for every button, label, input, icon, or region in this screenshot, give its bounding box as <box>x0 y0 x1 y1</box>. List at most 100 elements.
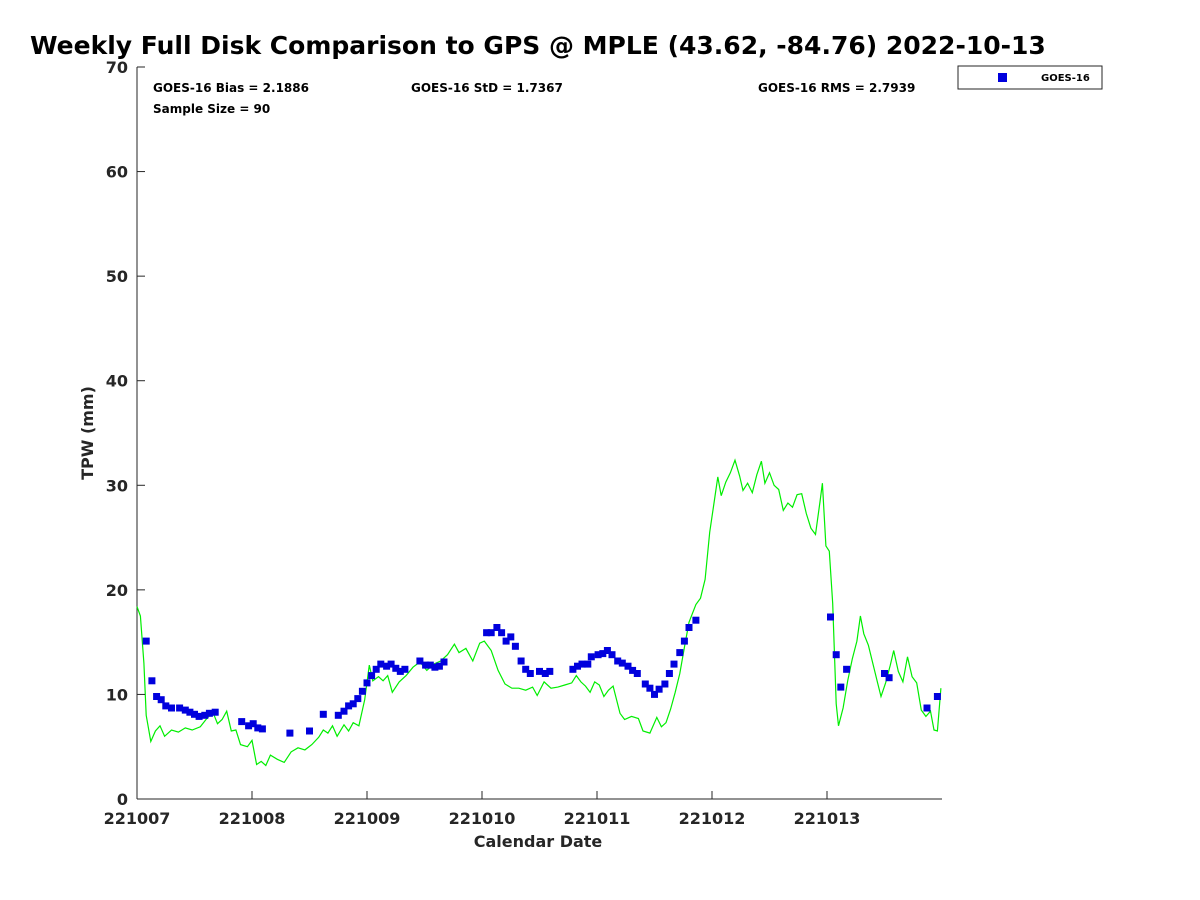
y-tick-label: 10 <box>106 685 128 704</box>
goes16-data-point <box>511 642 519 650</box>
goes16-data-point <box>416 657 424 665</box>
goes16-data-point <box>162 702 170 710</box>
goes16-data-point <box>881 670 888 677</box>
y-ticks: 0 10 20 30 40 50 60 70 <box>106 58 145 809</box>
goes16-data-point <box>546 667 554 675</box>
goes16-data-point <box>502 637 510 645</box>
y-tick-label: 20 <box>106 581 128 600</box>
goes16-data-point <box>837 683 845 691</box>
goes16-data-point <box>258 725 266 733</box>
goes16-data-point <box>587 653 595 661</box>
goes16-data-point <box>392 664 400 672</box>
goes16-data-point <box>670 660 678 668</box>
goes16-data-point <box>536 667 543 675</box>
legend-label-goes16: GOES-16 <box>1041 73 1090 84</box>
goes16-data-point <box>827 613 834 621</box>
x-tick-label: 221013 <box>794 809 861 828</box>
goes16-data-point <box>574 662 581 670</box>
goes16-data-point <box>345 702 353 710</box>
goes16-data-point <box>349 700 357 708</box>
goes16-data-point <box>440 658 448 666</box>
goes16-data-point <box>306 727 313 735</box>
goes16-data-point <box>372 665 380 673</box>
y-tick-label: 60 <box>106 163 128 182</box>
goes16-data-point <box>584 660 592 668</box>
chart-title: Weekly Full Disk Comparison to GPS @ MPL… <box>30 31 1046 60</box>
goes16-data-point <box>651 690 658 698</box>
goes16-data-point <box>507 633 515 641</box>
goes16-data-point <box>569 665 577 673</box>
goes16-data-point <box>435 662 443 670</box>
goes16-data-point <box>358 687 366 695</box>
goes16-data-point <box>181 706 189 714</box>
goes16-data-point <box>245 722 253 730</box>
legend-marker-goes16 <box>998 73 1007 82</box>
x-ticks: 221007 221008 221009 221010 221011 221012 2210… <box>104 791 861 828</box>
goes16-data-point <box>923 704 931 712</box>
goes16-data-point <box>286 729 294 737</box>
goes16-data-point <box>685 624 693 631</box>
x-axis-label: Calendar Date <box>474 832 603 851</box>
goes16-data-point <box>191 710 198 718</box>
stat-sample-size: Sample Size = 90 <box>153 102 270 116</box>
goes16-data-point <box>195 712 203 720</box>
legend-box <box>957 65 1103 90</box>
goes16-markers-layer <box>142 613 941 737</box>
goes16-data-point <box>517 657 525 665</box>
goes16-data-point <box>629 666 637 674</box>
goes16-data-point <box>205 709 213 717</box>
stat-bias: GOES-16 Bias = 2.1886 <box>153 81 309 95</box>
y-axis-label: TPW (mm) <box>78 386 97 480</box>
goes16-data-point <box>633 670 641 677</box>
goes16-data-point <box>201 711 209 719</box>
goes16-data-point <box>377 660 385 668</box>
goes16-data-point <box>153 693 161 700</box>
goes16-data-point <box>599 650 607 658</box>
x-tick-label: 221009 <box>334 809 401 828</box>
goes16-data-point <box>487 629 495 637</box>
goes16-data-point <box>249 720 257 728</box>
goes16-data-point <box>340 707 348 715</box>
goes16-data-point <box>541 670 549 677</box>
goes16-data-point <box>692 616 700 624</box>
goes16-data-point <box>148 677 156 685</box>
goes16-data-point <box>319 710 327 718</box>
goes16-data-point <box>401 665 409 673</box>
goes16-data-point <box>254 724 262 732</box>
goes16-data-point <box>498 629 506 637</box>
goes16-data-point <box>594 651 602 659</box>
goes16-data-point <box>526 670 534 677</box>
x-tick-label: 221008 <box>219 809 286 828</box>
goes16-data-point <box>493 624 501 631</box>
goes16-data-point <box>843 665 851 673</box>
goes16-data-point <box>396 667 404 675</box>
gps-series-line <box>136 458 942 767</box>
y-tick-label: 30 <box>106 476 128 495</box>
goes16-data-point <box>157 696 165 704</box>
legend: GOES-16 <box>957 65 1103 90</box>
x-tick-label: 221010 <box>449 809 516 828</box>
goes16-data-point <box>211 708 219 716</box>
goes16-data-point <box>603 647 611 654</box>
goes16-data-point <box>665 670 673 677</box>
goes16-data-point <box>933 693 941 700</box>
goes16-data-point <box>142 637 150 645</box>
goes16-data-point <box>483 629 491 637</box>
goes16-data-point <box>578 660 586 668</box>
goes16-data-point <box>168 704 175 712</box>
goes16-data-point <box>334 711 342 719</box>
goes16-data-point <box>655 685 663 693</box>
goes16-data-point <box>176 704 184 712</box>
goes16-data-point <box>614 657 622 665</box>
goes16-data-point <box>608 651 616 659</box>
goes16-data-point <box>387 660 395 668</box>
goes16-data-point <box>238 718 246 726</box>
goes16-data-point <box>426 661 434 669</box>
goes16-data-point <box>368 672 376 680</box>
x-tick-label: 221007 <box>104 809 171 828</box>
goes16-data-point <box>661 680 669 688</box>
goes16-data-point <box>363 679 371 687</box>
y-tick-label: 0 <box>117 790 128 809</box>
goes16-data-point <box>646 684 654 692</box>
